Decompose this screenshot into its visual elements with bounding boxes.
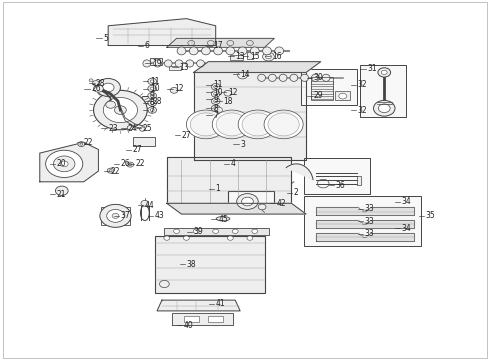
Circle shape	[227, 236, 233, 240]
Circle shape	[263, 52, 274, 61]
Ellipse shape	[263, 47, 271, 55]
Circle shape	[60, 161, 68, 167]
Circle shape	[378, 68, 391, 77]
Circle shape	[148, 100, 157, 106]
Circle shape	[214, 100, 218, 103]
Circle shape	[145, 62, 149, 65]
Circle shape	[281, 76, 286, 80]
Circle shape	[198, 62, 203, 65]
Ellipse shape	[269, 74, 276, 81]
Ellipse shape	[189, 47, 198, 55]
Ellipse shape	[226, 47, 235, 55]
Text: 20: 20	[57, 159, 67, 168]
Text: 36: 36	[335, 181, 345, 190]
Text: 2: 2	[294, 188, 298, 197]
Circle shape	[150, 109, 154, 112]
Polygon shape	[157, 300, 240, 311]
Text: 12: 12	[174, 84, 184, 93]
Ellipse shape	[250, 47, 259, 55]
Ellipse shape	[279, 74, 287, 81]
Circle shape	[148, 85, 157, 92]
Polygon shape	[108, 19, 216, 45]
Circle shape	[102, 83, 114, 92]
Ellipse shape	[164, 60, 172, 67]
Text: 22: 22	[84, 138, 93, 147]
Circle shape	[150, 94, 154, 97]
Circle shape	[264, 110, 303, 139]
Text: 30: 30	[314, 73, 323, 82]
Text: 13: 13	[179, 63, 189, 72]
Polygon shape	[194, 72, 306, 160]
Polygon shape	[194, 62, 321, 72]
Circle shape	[214, 114, 218, 117]
Text: 35: 35	[426, 211, 436, 220]
Polygon shape	[133, 137, 155, 146]
Text: 32: 32	[357, 105, 367, 114]
Text: 12: 12	[228, 87, 237, 96]
Text: 5: 5	[103, 34, 108, 43]
Circle shape	[107, 168, 114, 173]
Circle shape	[242, 197, 253, 206]
Polygon shape	[228, 191, 274, 211]
Polygon shape	[357, 176, 361, 185]
Text: 34: 34	[401, 224, 411, 233]
Polygon shape	[216, 99, 221, 110]
Circle shape	[252, 229, 258, 233]
Circle shape	[362, 221, 367, 225]
Polygon shape	[184, 316, 198, 321]
Polygon shape	[311, 86, 333, 89]
Text: 41: 41	[216, 299, 225, 308]
Circle shape	[213, 229, 219, 233]
Ellipse shape	[175, 60, 183, 67]
Ellipse shape	[290, 74, 298, 81]
Ellipse shape	[177, 47, 186, 55]
Polygon shape	[359, 233, 370, 236]
Circle shape	[140, 127, 146, 131]
Circle shape	[242, 113, 273, 136]
Polygon shape	[150, 58, 162, 64]
Circle shape	[214, 93, 218, 95]
Text: 3: 3	[240, 140, 245, 149]
Circle shape	[238, 110, 277, 139]
Circle shape	[94, 85, 103, 92]
Circle shape	[292, 76, 296, 80]
Circle shape	[106, 101, 116, 108]
Text: 6: 6	[145, 41, 150, 50]
Circle shape	[373, 100, 395, 116]
Circle shape	[103, 98, 138, 123]
Text: 19: 19	[152, 59, 162, 68]
Circle shape	[115, 106, 126, 114]
Text: 33: 33	[365, 229, 374, 238]
Circle shape	[183, 236, 189, 240]
Text: 21: 21	[57, 190, 66, 199]
Text: 8: 8	[150, 98, 154, 107]
Circle shape	[362, 234, 367, 238]
Circle shape	[224, 90, 232, 96]
Circle shape	[166, 62, 171, 65]
Ellipse shape	[258, 74, 266, 81]
Polygon shape	[169, 66, 181, 70]
Circle shape	[96, 78, 121, 96]
Ellipse shape	[143, 60, 151, 67]
Circle shape	[164, 236, 170, 240]
Circle shape	[80, 143, 83, 145]
Ellipse shape	[196, 60, 204, 67]
Circle shape	[127, 126, 133, 130]
Text: 15: 15	[250, 52, 260, 61]
Text: 45: 45	[218, 215, 228, 224]
Circle shape	[216, 113, 247, 136]
Polygon shape	[359, 207, 370, 210]
Circle shape	[266, 54, 271, 59]
Circle shape	[238, 72, 247, 79]
Circle shape	[211, 112, 220, 119]
Polygon shape	[311, 81, 333, 84]
Text: 24: 24	[128, 123, 137, 132]
Ellipse shape	[275, 47, 284, 55]
Circle shape	[78, 141, 85, 147]
Circle shape	[381, 70, 387, 75]
Circle shape	[324, 76, 329, 80]
Polygon shape	[164, 228, 270, 234]
Polygon shape	[286, 164, 313, 180]
Circle shape	[259, 76, 264, 80]
